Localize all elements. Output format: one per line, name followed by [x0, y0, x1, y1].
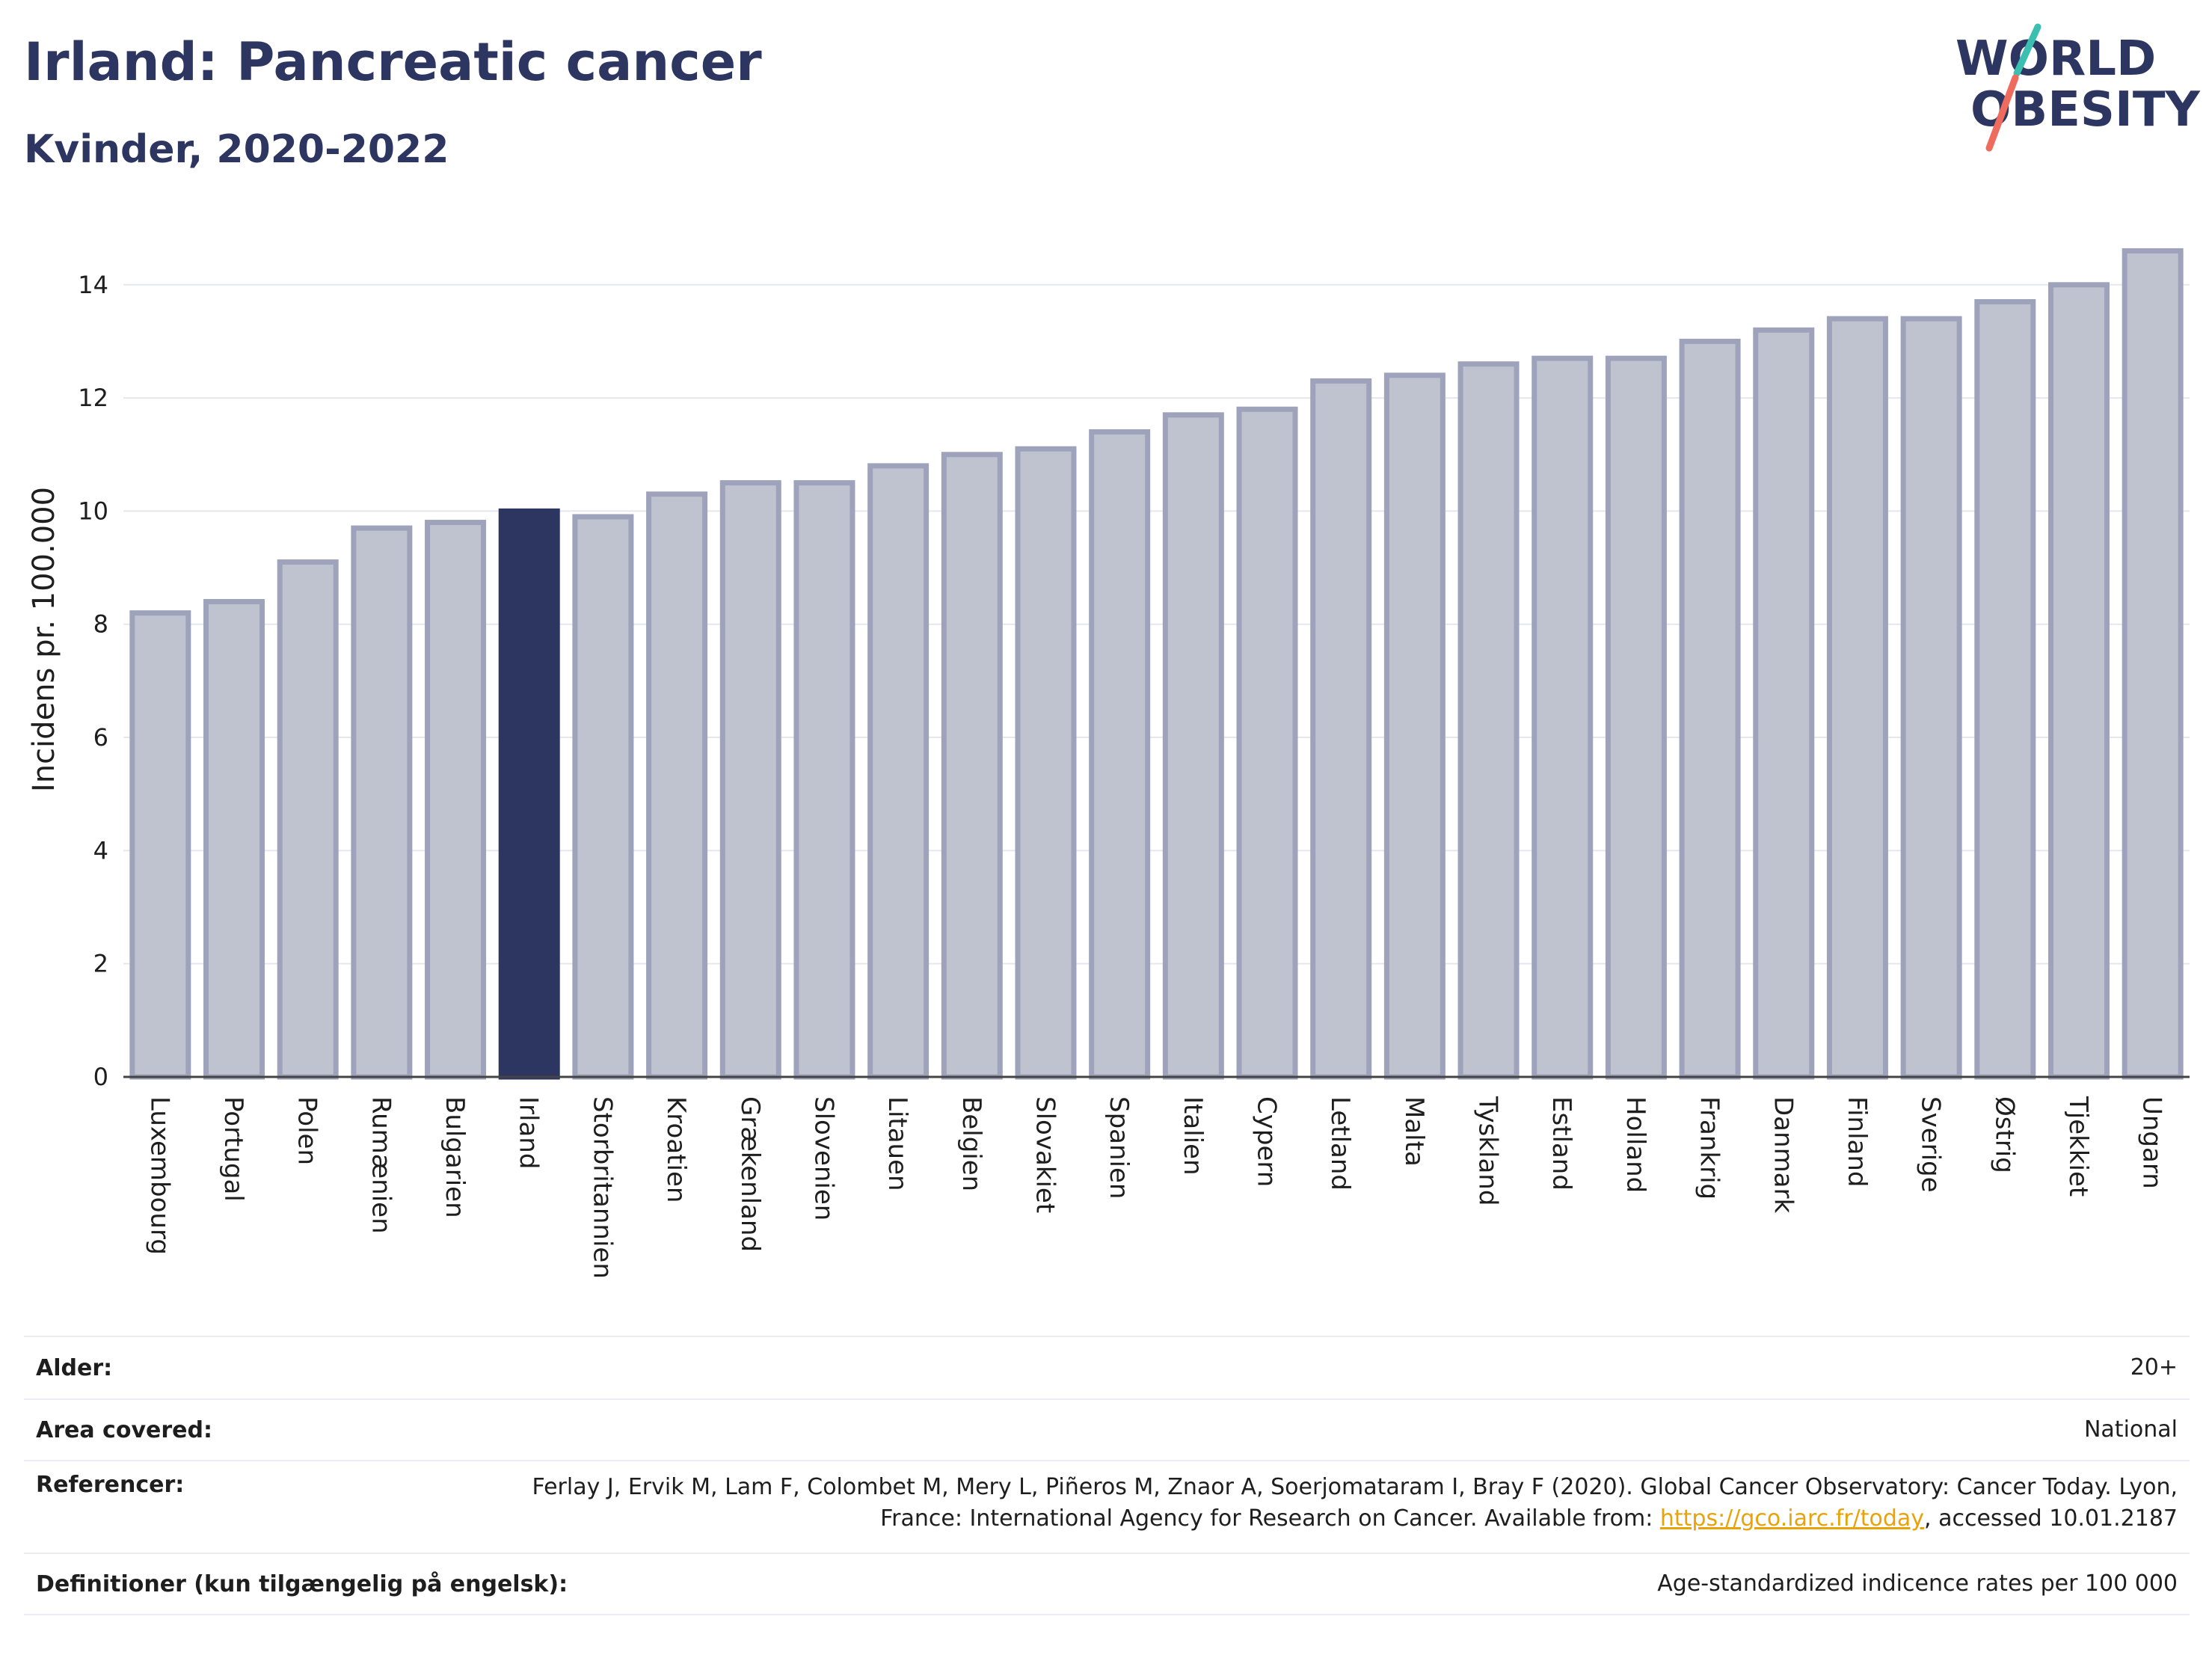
- bar: [1753, 327, 1815, 1080]
- bar: [1015, 446, 1077, 1080]
- bar-chart: 0 2 4 6 8 10 12 14 Luxembourg Portugal Polen Rumæni…: [27, 248, 2190, 1279]
- x-tick-label: Malta: [1399, 1096, 1429, 1167]
- info-row-references: Referencer: Ferlay J, Ervik M, Lam F, Co…: [24, 1461, 2190, 1554]
- info-label: Area covered:: [36, 1416, 212, 1443]
- x-tick-label: Belgien: [956, 1096, 986, 1191]
- reference-accessed: , accessed 10.01.2187: [1924, 1505, 2178, 1532]
- bar: [2047, 282, 2110, 1080]
- bar-highlight: [498, 508, 560, 1080]
- bar: [277, 559, 339, 1080]
- bar: [1457, 361, 1520, 1080]
- x-tick-label: Tjekkiet: [2063, 1096, 2093, 1197]
- x-tick-label: Slovenien: [808, 1096, 838, 1220]
- info-table: Alder: 20+ Area covered: National Refere…: [24, 1336, 2190, 1615]
- logo-slash-coral: [1985, 74, 2019, 152]
- bar: [351, 525, 413, 1080]
- y-tick-label: 10: [78, 497, 108, 525]
- bar: [1383, 372, 1446, 1080]
- reference-text: Ferlay J, Ervik M, Lam F, Colombet M, Me…: [532, 1474, 2178, 1532]
- bar: [1236, 406, 1298, 1080]
- bar: [1974, 298, 2036, 1080]
- info-row-area: Area covered: National: [24, 1400, 2190, 1461]
- logo-text-world: WORLD: [1956, 31, 2156, 87]
- bar: [1679, 338, 1741, 1080]
- x-tick-label: Bulgarien: [440, 1096, 470, 1218]
- info-value: Age-standardized indicence rates per 100…: [1657, 1570, 2178, 1597]
- x-tick-label: Ungarn: [2137, 1096, 2167, 1189]
- y-tick-label: 14: [78, 271, 108, 299]
- bar: [646, 491, 708, 1080]
- x-tick-label: Irland: [514, 1096, 544, 1169]
- x-tick-label: Østrig: [1989, 1096, 2019, 1173]
- x-tick-label: Sverige: [1916, 1096, 1946, 1193]
- x-tick-label: Letland: [1325, 1096, 1355, 1191]
- x-tick-label: Luxembourg: [144, 1096, 174, 1255]
- bar: [941, 452, 1003, 1080]
- info-row-age: Alder: 20+: [24, 1337, 2190, 1400]
- bar: [1310, 378, 1372, 1080]
- x-tick-label: Frankrig: [1695, 1096, 1724, 1200]
- y-tick-label: 8: [93, 610, 108, 639]
- x-tick-label: Spanien: [1104, 1096, 1134, 1199]
- x-tick-label: Rumænien: [366, 1096, 396, 1234]
- bar: [1162, 412, 1224, 1080]
- info-value: 20+: [2130, 1354, 2178, 1381]
- x-tick-label: Litauen: [882, 1096, 912, 1191]
- x-tick-label: Italien: [1178, 1096, 1208, 1176]
- bar: [129, 610, 191, 1080]
- x-tick-label: Cypern: [1252, 1096, 1282, 1187]
- reference-link[interactable]: https://gco.iarc.fr/today: [1659, 1505, 1925, 1532]
- bar: [1089, 429, 1151, 1080]
- x-tick-label: Finland: [1842, 1096, 1872, 1188]
- x-tick-label: Slovakiet: [1030, 1096, 1060, 1213]
- x-tick-label: Kroatien: [661, 1096, 691, 1203]
- x-tick-label: Polen: [292, 1096, 322, 1165]
- bar: [203, 598, 265, 1080]
- bar: [1531, 355, 1594, 1080]
- bar: [793, 480, 855, 1080]
- chart-title: Irland: Pancreatic cancer: [24, 31, 762, 93]
- x-tick-label: Portugal: [218, 1096, 248, 1202]
- x-tick-label: Danmark: [1768, 1096, 1798, 1213]
- logo-slash-teal: [2013, 23, 2042, 77]
- x-tick-label: Storbritannien: [587, 1096, 617, 1279]
- bar: [1605, 355, 1667, 1080]
- y-tick-label: 6: [93, 723, 108, 752]
- y-tick-label: 12: [78, 384, 108, 412]
- y-axis-title: Incidens pr. 100.000: [27, 487, 61, 792]
- info-row-definitions: Definitioner (kun tilgængelig på engelsk…: [24, 1554, 2190, 1615]
- y-tick-label: 4: [93, 836, 108, 865]
- bar: [572, 514, 634, 1080]
- bar: [425, 520, 487, 1080]
- world-obesity-logo: WORLD OBESITY: [1956, 23, 2200, 152]
- info-label: Referencer:: [36, 1472, 185, 1498]
- bar: [719, 480, 781, 1080]
- x-tick-label: Grækenland: [735, 1096, 765, 1252]
- info-value: National: [2083, 1416, 2178, 1443]
- bar: [2122, 248, 2184, 1080]
- bar: [1826, 316, 1888, 1080]
- x-tick-label: Estland: [1546, 1096, 1576, 1191]
- y-tick-label: 0: [93, 1063, 108, 1091]
- x-tick-label: Holland: [1620, 1096, 1650, 1193]
- info-label: Alder:: [36, 1354, 113, 1381]
- bar: [1900, 316, 1962, 1080]
- y-tick-label: 2: [93, 950, 108, 978]
- x-tick-label: Tyskland: [1473, 1096, 1503, 1206]
- info-label: Definitioner (kun tilgængelig på engelsk…: [36, 1570, 568, 1597]
- chart-subtitle: Kvinder, 2020-2022: [24, 127, 449, 172]
- info-value: Ferlay J, Ervik M, Lam F, Colombet M, Me…: [458, 1472, 2178, 1535]
- bar: [867, 463, 930, 1080]
